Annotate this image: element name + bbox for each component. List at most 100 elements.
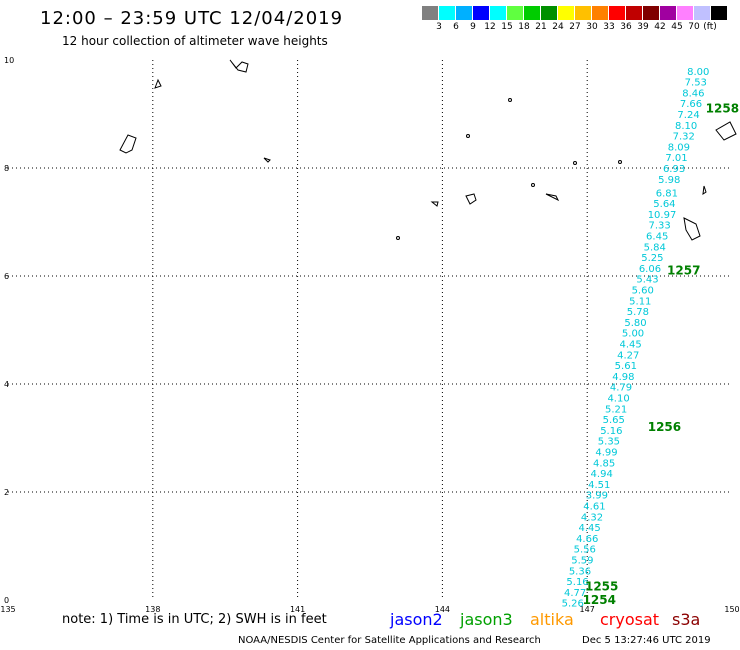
island-outline <box>263 157 271 163</box>
wave-height-value: 5.35 <box>598 437 620 448</box>
wave-height-value: 5.65 <box>603 415 625 426</box>
wave-height-value: 6.06 <box>639 264 661 275</box>
legend-swatch <box>711 6 727 20</box>
island-outline <box>531 183 535 187</box>
legend-swatch <box>524 6 540 20</box>
legend-label: 15 <box>501 22 513 32</box>
credit-text: NOAA/NESDIS Center for Satellite Applica… <box>238 635 541 646</box>
island-outline <box>119 134 137 154</box>
wave-height-value: 4.10 <box>607 394 629 405</box>
wave-height-value: 7.66 <box>680 99 702 110</box>
legend-swatch <box>473 6 489 20</box>
island-outline <box>683 217 701 241</box>
legend-swatch <box>626 6 642 20</box>
axis-ticks: 135 138 141 144 147 150 0 2 4 6 8 10 <box>0 56 739 614</box>
pass-time-label: 1255 <box>585 580 618 594</box>
wave-height-value: 4.61 <box>583 502 605 513</box>
wave-height-value: 5.00 <box>622 329 644 340</box>
legend-swatch <box>694 6 710 20</box>
island-outline <box>545 193 560 202</box>
pass-time-label: 1254 <box>583 593 616 607</box>
satellite-label-cryosat: cryosat <box>600 610 660 629</box>
legend-swatch <box>422 6 438 20</box>
legend-swatch <box>456 6 472 20</box>
wave-height-value: 5.56 <box>574 545 596 556</box>
x-tick-label: 141 <box>290 605 305 614</box>
legend-unit: (ft) <box>703 22 717 32</box>
wave-height-value: 5.25 <box>641 253 663 264</box>
wave-height-value: 5.16 <box>600 426 622 437</box>
legend-label: 30 <box>586 22 598 32</box>
wave-height-value: 5.84 <box>644 242 666 253</box>
island-outline <box>396 236 400 240</box>
wave-height-value: 4.32 <box>581 512 603 523</box>
island-outline <box>465 193 477 205</box>
wave-height-value: 3.99 <box>586 491 608 502</box>
legend-label: 12 <box>484 22 496 32</box>
wave-height-value: 6.81 <box>656 188 678 199</box>
wave-height-value: 7.01 <box>665 153 687 164</box>
pass-time-label: 1256 <box>648 420 681 434</box>
legend-swatch <box>558 6 574 20</box>
wave-height-value: 8.10 <box>675 121 697 132</box>
credit-timestamp: Dec 5 13:27:46 UTC 2019 <box>582 635 711 646</box>
wave-height-value: 5.64 <box>653 199 675 210</box>
wave-height-value: 6.93 <box>663 164 685 175</box>
wave-height-value: 8.46 <box>682 88 704 99</box>
y-tick-label: 10 <box>4 56 14 65</box>
wave-height-value: 5.21 <box>605 404 627 415</box>
wave-height-value: 4.51 <box>588 480 610 491</box>
legend-swatch <box>643 6 659 20</box>
legend-label: 21 <box>535 22 547 32</box>
legend-swatch <box>660 6 676 20</box>
wave-height-value: 4.85 <box>593 458 615 469</box>
y-tick-label: 2 <box>4 488 9 497</box>
island-outline <box>508 98 512 102</box>
legend-swatch <box>609 6 625 20</box>
legend-label: 45 <box>671 22 683 32</box>
wave-height-value: 10.97 <box>648 210 677 221</box>
legend-swatch <box>541 6 557 20</box>
legend-swatch <box>490 6 506 20</box>
wave-height-value: 5.36 <box>569 566 591 577</box>
satellite-label-s3a: s3a <box>672 610 701 629</box>
wave-height-value: 8.09 <box>668 142 690 153</box>
map-title: 12:00 – 23:59 UTC 12/04/2019 <box>40 8 344 29</box>
wave-height-value: 4.45 <box>620 340 642 351</box>
wave-height-value: 6.45 <box>646 232 668 243</box>
y-tick-label: 8 <box>4 164 9 173</box>
y-tick-label: 0 <box>4 596 9 605</box>
pass-time-label: 1258 <box>706 102 739 116</box>
satellite-label-altika: altika <box>530 610 574 629</box>
legend-swatch <box>592 6 608 20</box>
x-tick-label: 147 <box>580 605 595 614</box>
wave-height-value: 4.77 <box>564 588 586 599</box>
wave-height-value: 4.98 <box>612 372 634 383</box>
legend-label: 39 <box>637 22 649 32</box>
legend-label: 33 <box>603 22 615 32</box>
island-outline <box>715 121 737 141</box>
legend-label: 24 <box>552 22 564 32</box>
island-outline <box>229 59 249 73</box>
legend-swatch <box>439 6 455 20</box>
wave-height-value: 4.45 <box>578 523 600 534</box>
legend-label: 6 <box>453 22 459 32</box>
island-outline <box>430 201 439 207</box>
wave-height-value: 5.60 <box>632 286 654 297</box>
satellite-label-jason3: jason3 <box>460 610 513 629</box>
map-subtitle: 12 hour collection of altimeter wave hei… <box>62 34 328 48</box>
wave-height-value: 4.66 <box>576 534 598 545</box>
wave-height-value: 5.78 <box>627 307 649 318</box>
wave-height-value: 4.99 <box>595 448 617 459</box>
satellite-label-jason2: jason2 <box>390 610 443 629</box>
legend-label: 36 <box>620 22 632 32</box>
legend-label: 3 <box>436 22 442 32</box>
wave-height-value: 5.16 <box>566 577 588 588</box>
x-tick-label: 138 <box>145 605 160 614</box>
legend-label: 42 <box>654 22 666 32</box>
legend-label: 9 <box>470 22 476 32</box>
island-outline <box>618 160 622 164</box>
wave-height-value: 5.61 <box>615 361 637 372</box>
wave-height-value: 5.80 <box>624 318 646 329</box>
